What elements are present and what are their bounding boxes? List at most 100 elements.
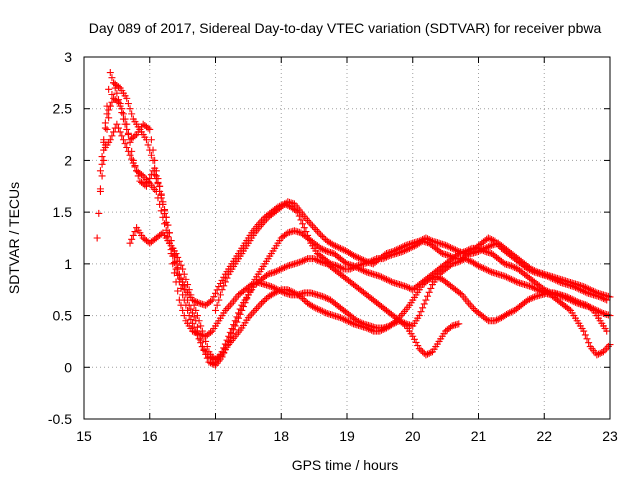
data-point xyxy=(233,313,241,321)
data-point xyxy=(157,230,165,238)
data-point xyxy=(381,275,389,283)
data-point xyxy=(310,303,318,311)
data-point xyxy=(456,290,464,298)
data-point xyxy=(226,301,234,309)
data-point xyxy=(156,182,164,190)
data-point xyxy=(144,124,152,132)
data-point xyxy=(161,220,169,228)
data-point xyxy=(187,291,195,299)
series-trace-4 xyxy=(96,94,611,340)
data-point xyxy=(110,79,118,87)
data-point xyxy=(445,243,453,251)
data-point xyxy=(320,308,328,316)
data-point xyxy=(419,304,427,312)
data-point xyxy=(299,295,307,303)
data-point xyxy=(212,306,219,314)
data-point xyxy=(348,319,356,327)
data-point xyxy=(147,136,155,144)
data-point xyxy=(101,124,109,132)
data-point xyxy=(392,246,400,254)
data-point xyxy=(409,332,417,340)
data-point xyxy=(428,274,436,282)
data-point xyxy=(486,235,494,243)
data-point xyxy=(195,317,203,325)
data-point xyxy=(534,286,542,294)
data-point xyxy=(208,296,216,304)
data-point xyxy=(111,84,119,92)
data-point xyxy=(105,106,113,114)
data-point xyxy=(121,115,129,123)
data-point xyxy=(389,320,397,328)
data-point xyxy=(359,256,367,264)
data-point xyxy=(124,147,132,155)
data-point xyxy=(399,243,407,251)
data-point xyxy=(456,257,464,265)
data-point xyxy=(184,306,192,314)
data-point xyxy=(207,297,215,305)
data-point xyxy=(129,231,137,239)
data-point xyxy=(379,274,387,282)
data-point xyxy=(123,120,131,128)
data-point xyxy=(507,308,515,316)
data-point xyxy=(466,301,474,309)
data-point xyxy=(501,272,509,280)
data-point xyxy=(443,242,451,250)
data-point xyxy=(468,303,476,311)
data-point xyxy=(583,284,591,292)
data-point xyxy=(149,167,157,175)
data-point xyxy=(335,263,343,271)
data-point xyxy=(105,114,113,122)
data-point xyxy=(368,326,376,334)
data-point xyxy=(525,295,533,303)
data-point xyxy=(585,285,593,293)
data-point xyxy=(353,263,361,271)
data-point xyxy=(141,174,149,182)
data-point xyxy=(422,351,430,359)
data-point xyxy=(453,247,461,255)
data-point xyxy=(591,288,599,296)
data-point xyxy=(147,151,155,159)
data-point xyxy=(152,187,160,195)
data-point xyxy=(190,323,198,331)
data-point xyxy=(144,141,152,149)
data-point xyxy=(356,255,364,263)
data-point xyxy=(376,272,384,280)
y-tick-label: 1 xyxy=(64,256,72,272)
data-point xyxy=(259,298,267,306)
data-point xyxy=(588,305,596,313)
data-point xyxy=(170,259,178,267)
data-point xyxy=(274,287,282,295)
series-trace-6 xyxy=(212,198,614,314)
marks-layer xyxy=(93,69,614,369)
data-point xyxy=(527,265,535,273)
data-point xyxy=(509,263,517,271)
data-point xyxy=(358,255,366,263)
data-point xyxy=(281,263,289,271)
data-point xyxy=(478,263,486,271)
data-point xyxy=(123,94,131,102)
data-point xyxy=(116,128,124,136)
data-point xyxy=(424,350,432,358)
data-point xyxy=(378,273,386,281)
data-point xyxy=(180,270,188,278)
data-point xyxy=(220,282,228,290)
data-point xyxy=(103,110,111,118)
data-point xyxy=(185,286,193,294)
data-point xyxy=(235,309,243,317)
data-point xyxy=(124,100,132,108)
data-point xyxy=(216,352,224,360)
data-point xyxy=(340,315,348,323)
data-point xyxy=(256,301,264,309)
data-point xyxy=(450,245,458,253)
y-axis-label: SDTVAR / TECUs xyxy=(6,182,22,294)
data-point xyxy=(442,241,450,249)
data-point xyxy=(317,306,325,314)
data-point xyxy=(389,247,397,255)
data-point xyxy=(116,100,124,108)
data-point xyxy=(361,257,369,265)
data-point xyxy=(527,295,535,303)
data-point xyxy=(603,327,611,335)
x-tick-label: 15 xyxy=(76,428,92,444)
data-point xyxy=(115,98,123,106)
